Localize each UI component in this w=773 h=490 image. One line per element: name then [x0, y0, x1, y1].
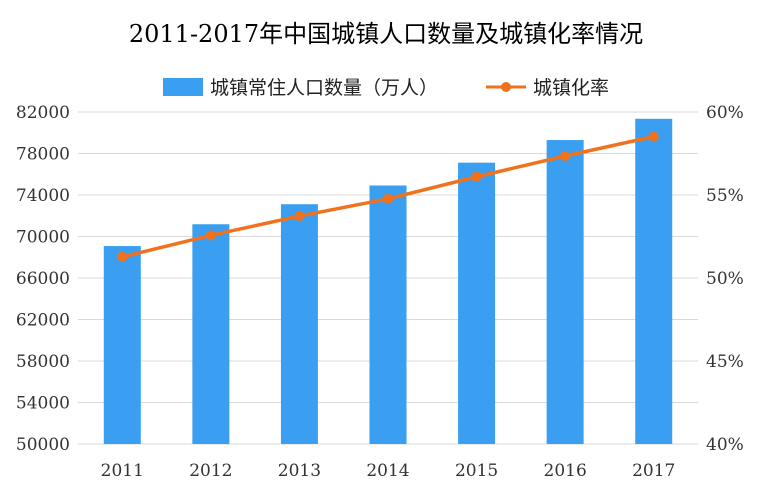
line-point: [205, 230, 216, 241]
left-axis-tick-label: 70000: [16, 228, 70, 248]
chart-title: 2011-2017年中国城镇人口数量及城镇化率情况: [129, 20, 643, 48]
line-point: [294, 211, 305, 222]
legend-swatch-marker: [501, 82, 511, 92]
bar: [546, 140, 584, 444]
x-axis-tick-label: 2017: [632, 461, 675, 481]
left-axis-ticks: 50000 54000 58000 62000 66000 70000 74000 78000…: [16, 103, 70, 455]
bar: [280, 204, 318, 444]
left-axis-tick-label: 66000: [16, 269, 70, 289]
bar: [369, 185, 407, 444]
left-axis-tick-label: 82000: [16, 103, 70, 123]
left-axis-tick-label: 74000: [16, 186, 70, 206]
x-axis-tick-label: 2015: [455, 461, 498, 481]
x-axis-tick-label: 2013: [278, 461, 321, 481]
legend-swatch-bar: [163, 78, 203, 96]
x-axis-ticks: 2011 2012 2013 2014 2015 2016 2017: [101, 461, 676, 481]
x-axis-tick-label: 2012: [189, 461, 232, 481]
line-series: [117, 131, 659, 262]
bar: [192, 224, 230, 444]
bar: [103, 246, 141, 444]
line-point: [383, 193, 393, 204]
right-axis-tick-label: 50%: [706, 269, 744, 289]
left-axis-tick-label: 50000: [16, 435, 70, 455]
right-axis-tick-label: 40%: [706, 435, 744, 455]
line-point: [471, 171, 482, 182]
legend-label-bar: 城镇常住人口数量（万人）: [210, 77, 438, 99]
legend-label-line: 城镇化率: [533, 77, 609, 99]
legend: 城镇常住人口数量（万人） 城镇化率: [163, 77, 609, 99]
right-axis-tick-label: 45%: [706, 352, 744, 372]
line-point: [648, 131, 659, 142]
x-axis-tick-label: 2014: [366, 461, 409, 481]
bar: [635, 118, 673, 444]
x-axis-tick-label: 2016: [544, 461, 587, 481]
line-point: [117, 251, 128, 262]
right-axis-tick-label: 60%: [706, 103, 744, 123]
bar: [458, 162, 496, 444]
left-axis-tick-label: 78000: [16, 145, 70, 165]
right-axis-ticks: 40% 45% 50% 55% 60%: [706, 103, 744, 455]
x-axis-tick-label: 2011: [101, 461, 144, 481]
line-point: [560, 150, 571, 161]
bar-series: [103, 118, 673, 444]
left-axis-tick-label: 58000: [16, 352, 70, 372]
left-axis-tick-label: 62000: [16, 311, 70, 331]
left-axis-tick-label: 54000: [16, 394, 70, 414]
right-axis-tick-label: 55%: [706, 186, 744, 206]
